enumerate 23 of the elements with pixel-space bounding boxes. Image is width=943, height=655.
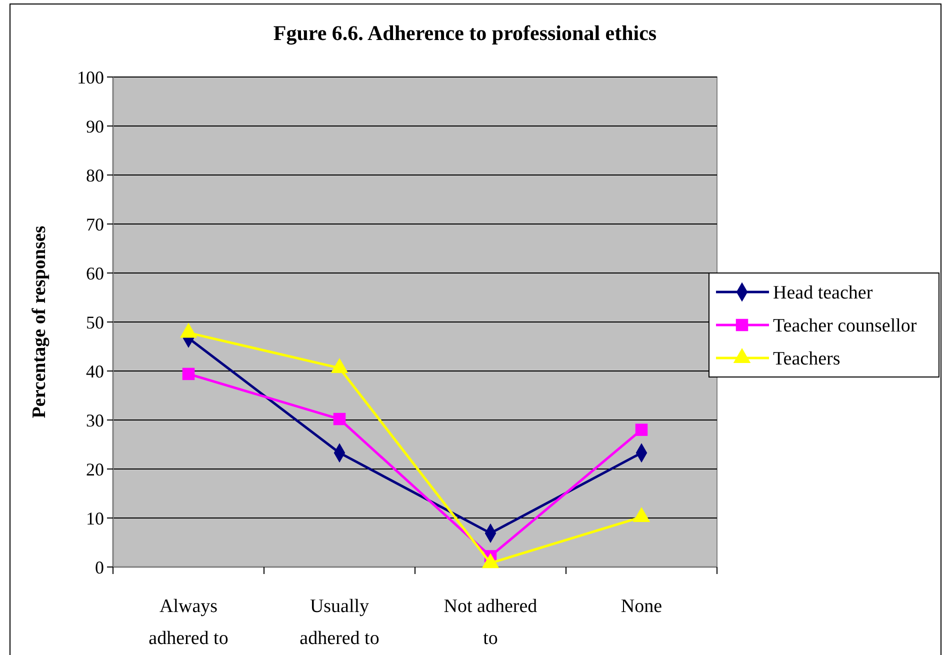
- y-tick-label: 40: [86, 361, 104, 382]
- y-tick-label: 90: [86, 116, 104, 136]
- legend-label: Teacher counsellor: [773, 316, 918, 337]
- y-tick-label: 70: [86, 214, 104, 234]
- point: [635, 424, 648, 436]
- y-tick-label: 10: [86, 508, 104, 528]
- y-tick-label: 30: [86, 410, 104, 430]
- y-tick-label: 0: [95, 557, 104, 578]
- chart-title: Fgure 6.6. Adherence to professional ethics: [273, 21, 657, 45]
- x-tick-label: Usually adhered to: [300, 596, 380, 649]
- y-tick-label: 50: [86, 312, 104, 332]
- legend-label: Head teacher: [773, 282, 874, 304]
- x-tick-label: Not adhered to: [444, 596, 538, 649]
- y-tick-label: 100: [77, 67, 104, 88]
- y-axis-title: Percentage of responses: [29, 226, 50, 418]
- y-tick-label: 80: [86, 165, 104, 186]
- legend-label: Teachers: [773, 348, 840, 370]
- x-tick-label: Always adhered to: [148, 596, 228, 649]
- x-tick-label: None: [620, 596, 662, 617]
- y-tick-label: 60: [86, 263, 104, 284]
- point: [333, 412, 346, 426]
- point: [182, 368, 195, 380]
- y-tick-label: 20: [86, 459, 104, 480]
